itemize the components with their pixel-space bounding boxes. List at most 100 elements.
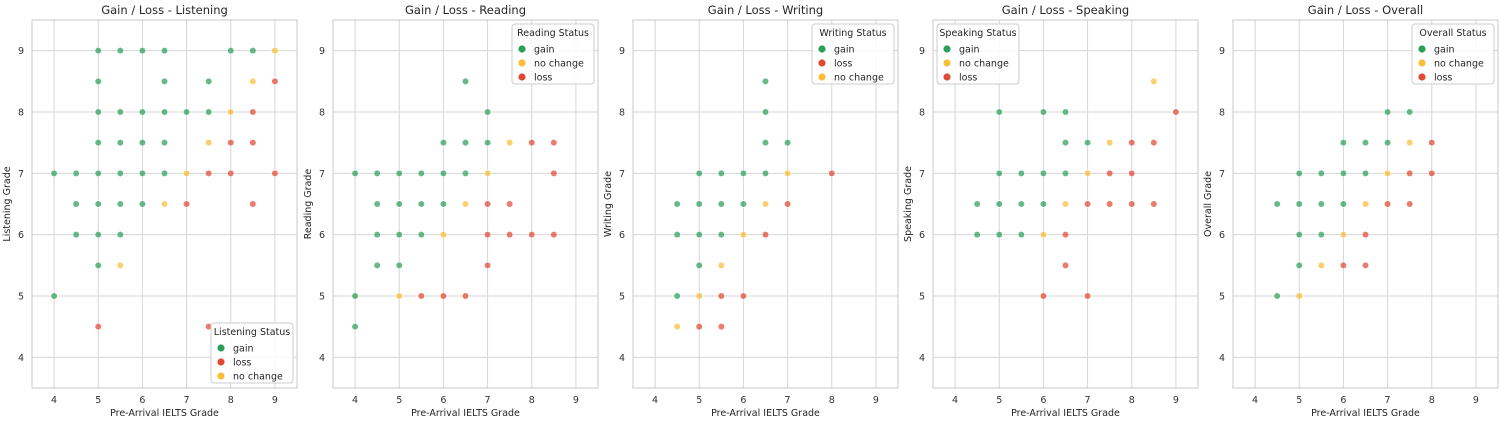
legend-marker-no-change [943, 59, 951, 67]
point-gain [249, 47, 257, 55]
point-gain [351, 292, 359, 300]
point-gain [160, 77, 169, 85]
point-gain [116, 231, 124, 239]
point-no-change [160, 200, 169, 208]
y-tick-label: 5 [319, 292, 325, 303]
point-gain [717, 169, 725, 177]
point-gain [94, 108, 102, 116]
y-tick-label: 4 [619, 353, 625, 364]
point-gain [94, 200, 102, 208]
legend-marker-no-change [217, 372, 225, 380]
x-tick-label: 4 [352, 395, 358, 406]
point-gain [1339, 139, 1348, 147]
point-loss [550, 169, 558, 177]
point-gain [160, 108, 169, 116]
point-gain [995, 231, 1003, 239]
legend-box [811, 23, 895, 85]
point-gain [138, 108, 147, 116]
y-tick-label: 7 [1219, 169, 1225, 180]
point-gain [1273, 292, 1281, 300]
y-tick-label: 6 [319, 230, 325, 241]
point-loss [1361, 261, 1370, 269]
point-loss [483, 200, 492, 208]
y-tick-label: 9 [619, 46, 625, 57]
point-no-change [227, 108, 235, 116]
point-no-change [717, 261, 725, 269]
point-gain [461, 139, 470, 147]
point-gain [94, 47, 102, 55]
point-gain [461, 77, 470, 85]
point-gain [1295, 231, 1303, 239]
point-gain [116, 139, 124, 147]
legend-title: Listening Status [214, 327, 291, 338]
x-tick-label: 7 [1385, 395, 1391, 406]
point-gain [138, 200, 147, 208]
point-gain [373, 200, 381, 208]
point-loss [1150, 200, 1158, 208]
point-loss [1106, 200, 1114, 208]
chart-panel-3: 4 5 6 7 8 9 4 5 6 7 8 9 Gain / Loss - Writing Pre-Arr… [603, 3, 899, 419]
point-gain [1361, 139, 1370, 147]
y-tick-label: 5 [1219, 292, 1225, 303]
point-loss [1383, 200, 1392, 208]
chart-title: Gain / Loss - Overall [1308, 3, 1423, 17]
y-tick-label: 6 [919, 230, 925, 241]
axes-frame [632, 19, 899, 389]
point-no-change [483, 169, 492, 177]
point-loss [227, 139, 235, 147]
point-no-change [439, 231, 448, 239]
point-no-change [461, 200, 470, 208]
point-gain [761, 77, 770, 85]
point-loss [717, 323, 725, 331]
point-no-change [1061, 200, 1070, 208]
point-gain [395, 231, 403, 239]
point-loss [1428, 139, 1436, 147]
y-tick-label: 6 [18, 230, 24, 241]
point-gain [995, 200, 1003, 208]
x-tick-label: 8 [228, 395, 234, 406]
point-gain [695, 200, 703, 208]
point-gain [351, 323, 359, 331]
legend-entry: loss [534, 73, 552, 84]
point-gain [461, 169, 470, 177]
y-tick-label: 6 [619, 230, 625, 241]
point-no-change [1295, 292, 1303, 300]
point-gain [1383, 139, 1392, 147]
point-loss [271, 77, 279, 85]
point-gain [1061, 169, 1070, 177]
point-no-change [395, 292, 403, 300]
point-loss [1039, 292, 1048, 300]
y-axis-label: Reading Grade [303, 169, 314, 240]
point-loss [483, 261, 492, 269]
point-no-change [271, 47, 279, 55]
x-tick-label: 6 [440, 395, 446, 406]
point-gain [695, 231, 703, 239]
point-gain [1061, 139, 1070, 147]
legend-title: Overall Status [1419, 28, 1486, 39]
x-tick-label: 6 [139, 395, 145, 406]
point-loss [695, 323, 703, 331]
legend-marker-loss [217, 358, 225, 366]
point-gain [1039, 200, 1048, 208]
legend-marker-loss [818, 59, 826, 67]
legend-title: Reading Status [517, 28, 589, 39]
point-gain [116, 169, 124, 177]
point-gain [739, 200, 748, 208]
x-tick-label: 9 [573, 395, 579, 406]
point-gain [50, 292, 58, 300]
legend: Speaking Status gain no change loss [936, 23, 1020, 85]
legend-entry: no change [1434, 59, 1484, 70]
x-axis-label: Pre-Arrival IELTS Grade [110, 408, 219, 419]
point-gain [1339, 169, 1348, 177]
chart-panel-4: 4 5 6 7 8 9 4 5 6 7 8 9 Gain / Loss - Speaking Pre-Ar… [903, 3, 1199, 419]
point-gain [227, 47, 235, 55]
point-loss [739, 292, 748, 300]
point-no-change [1383, 169, 1392, 177]
x-axis-label: Pre-Arrival IELTS Grade [711, 408, 820, 419]
x-axis-label: Pre-Arrival IELTS Grade [1011, 408, 1120, 419]
point-gain [182, 108, 191, 116]
point-no-change [1406, 139, 1414, 147]
x-tick-label: 9 [873, 395, 879, 406]
legend-entry: loss [834, 59, 852, 70]
legend-marker-gain [217, 344, 225, 352]
